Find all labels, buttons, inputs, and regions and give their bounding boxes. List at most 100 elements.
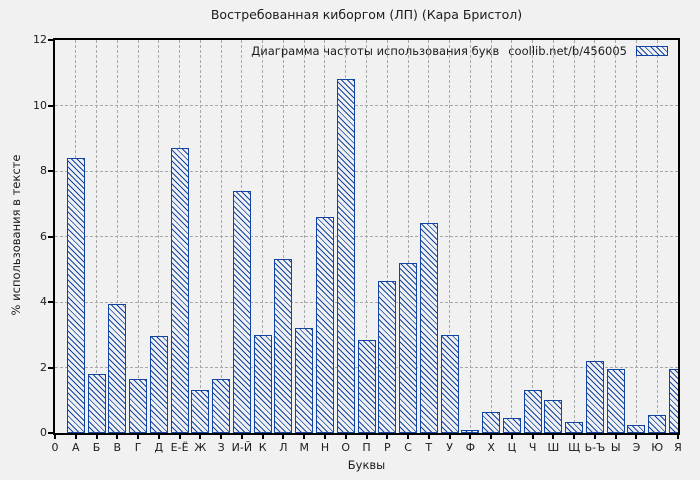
x-tick-label: Э <box>632 441 641 454</box>
bar <box>627 424 646 433</box>
x-tick-label: Ь-Ъ <box>584 441 606 454</box>
bar <box>274 259 293 433</box>
bar <box>191 390 210 433</box>
x-tick <box>407 435 410 439</box>
y-tick <box>48 301 54 303</box>
bar <box>502 418 521 433</box>
x-tick-label: Л <box>279 441 288 454</box>
x-tick <box>552 435 555 439</box>
x-tick-label: Р <box>383 441 391 454</box>
bar <box>357 339 376 433</box>
x-tick <box>656 435 659 439</box>
bar <box>253 334 272 433</box>
x-tick-label: 0 <box>51 441 59 454</box>
x-tick <box>323 435 326 439</box>
x-tick <box>261 435 264 439</box>
y-tick <box>48 104 54 107</box>
bar <box>336 79 355 433</box>
bar <box>565 421 584 433</box>
bar <box>87 374 106 433</box>
bar <box>440 334 459 433</box>
x-tick <box>386 435 389 439</box>
x-tick <box>510 435 513 439</box>
bar <box>606 369 625 433</box>
x-tick-label: Д <box>154 441 164 454</box>
x-tick <box>614 435 617 439</box>
x-tick <box>677 435 679 439</box>
x-tick <box>116 435 119 439</box>
legend-label: Диаграмма частоты использования букв <box>251 44 500 58</box>
y-tick-label: 12 <box>33 33 47 46</box>
x-tick <box>365 435 368 439</box>
y-tick-label: 8 <box>40 164 47 177</box>
bar <box>170 148 189 433</box>
h-gridline <box>55 170 678 172</box>
x-tick <box>469 435 472 439</box>
h-gridline <box>55 301 678 303</box>
x-tick-label: Ч <box>528 441 537 454</box>
x-tick <box>157 435 160 439</box>
x-tick-label: Ш <box>547 441 560 454</box>
legend-swatch <box>636 46 668 56</box>
bar <box>585 360 604 433</box>
x-tick <box>199 435 202 439</box>
bar <box>482 411 501 433</box>
legend-source: coollib.net/b/456005 <box>508 44 627 58</box>
bar <box>315 216 334 433</box>
x-tick-label: Г <box>134 441 142 454</box>
x-tick-label: Х <box>487 441 495 454</box>
x-tick-label: Ю <box>651 441 664 454</box>
x-tick-label: П <box>362 441 371 454</box>
x-tick <box>344 435 347 439</box>
y-tick <box>48 235 54 238</box>
x-tick-label: У <box>446 441 453 454</box>
bar <box>232 190 251 433</box>
x-tick-label: Ы <box>610 441 621 454</box>
x-axis-title: Буквы <box>347 458 386 472</box>
x-tick <box>220 435 223 439</box>
bar <box>295 328 314 433</box>
bar <box>399 262 418 433</box>
y-tick-label: 4 <box>40 295 47 308</box>
bar <box>378 280 397 433</box>
y-tick-label: 0 <box>40 426 47 439</box>
x-tick-label: К <box>258 441 267 454</box>
bar <box>108 303 127 433</box>
legend: Диаграмма частоты использования букв coo… <box>251 44 668 58</box>
x-tick <box>635 435 638 439</box>
x-tick-label: А <box>72 441 80 454</box>
x-tick <box>427 435 430 439</box>
h-gridline <box>55 105 678 106</box>
x-tick <box>490 435 493 439</box>
x-tick <box>137 435 140 439</box>
x-tick-label: Б <box>92 441 101 454</box>
bar <box>66 157 85 433</box>
x-tick <box>573 435 576 439</box>
x-tick <box>178 435 181 439</box>
x-tick <box>593 435 596 439</box>
plot-inner <box>55 40 678 433</box>
bar <box>544 400 563 433</box>
x-tick <box>448 435 451 439</box>
x-tick <box>531 435 534 439</box>
bar <box>648 415 667 433</box>
x-tick <box>282 435 285 439</box>
x-tick-label: Ф <box>465 441 476 454</box>
y-tick <box>48 366 54 369</box>
y-tick-label: 10 <box>33 98 47 112</box>
x-tick <box>240 435 243 439</box>
x-tick-label: В <box>113 441 122 454</box>
y-tick <box>48 432 54 434</box>
x-tick-label: М <box>299 441 309 454</box>
bar <box>212 378 231 433</box>
x-tick-label: Е-Ё <box>170 441 189 454</box>
bar <box>523 390 542 433</box>
x-tick <box>74 435 77 439</box>
x-tick-label: Я <box>674 441 682 454</box>
chart-title: Востребованная киборгом (ЛП) (Кара Брист… <box>210 7 523 22</box>
x-tick-label: Ц <box>507 441 517 454</box>
bar <box>149 336 168 433</box>
x-tick-label: Ж <box>194 441 207 454</box>
x-tick-label: О <box>341 441 351 454</box>
